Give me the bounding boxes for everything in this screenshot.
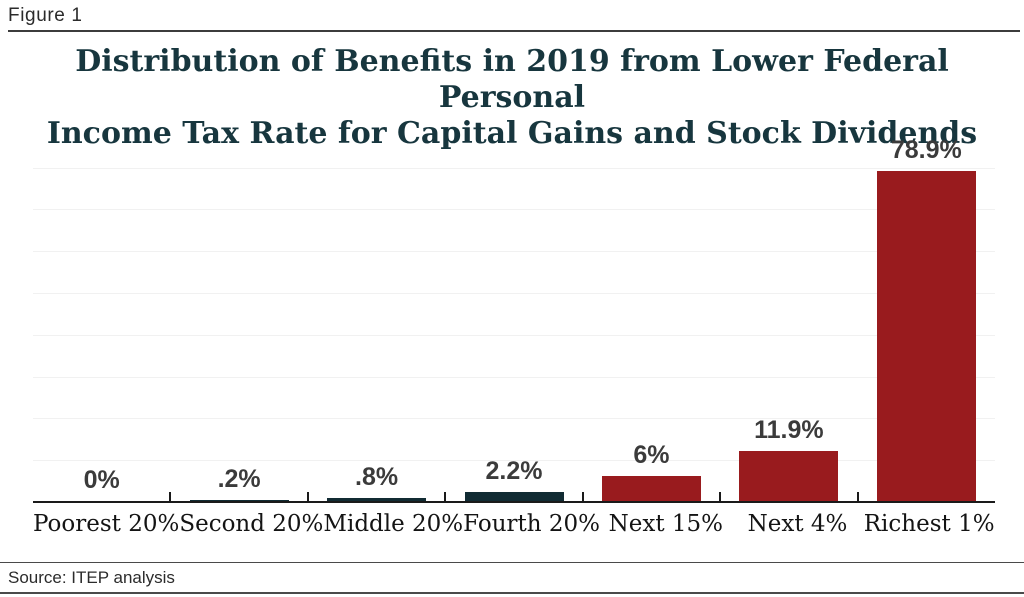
gridline-10pct [33, 460, 995, 462]
bar-chart-plot-area: 0% .2% .8% 2.2% 6% 11.9% 78.9% [33, 136, 995, 503]
x-axis-label-fourth-20: Fourth 20% [463, 511, 601, 537]
gridline-40pct [33, 334, 995, 336]
bottom-border [0, 592, 1024, 594]
bar-next-15 [601, 476, 701, 501]
gridline-30pct [33, 376, 995, 378]
bar-middle-20 [327, 498, 427, 501]
bar-richest-1 [876, 171, 976, 501]
x-axis-tick [719, 492, 722, 501]
gridline-70pct [33, 209, 995, 211]
bar-second-20 [189, 500, 289, 501]
bar-value-label-next-15: 6% [633, 441, 670, 469]
gridline-50pct [33, 293, 995, 294]
x-axis-label-richest-1: Richest 1% [863, 511, 995, 537]
figure-number-label: Figure 1 [8, 5, 83, 26]
bar-value-label-poorest-20: 0% [83, 466, 120, 494]
gridline-60pct [33, 251, 995, 253]
footer-divider [0, 562, 1024, 563]
x-axis-label-poorest-20: Poorest 20% [33, 511, 180, 537]
bar-value-label-second-20: .2% [217, 465, 261, 493]
x-axis-tick [581, 492, 584, 501]
source-text: Source: ITEP analysis [8, 568, 175, 587]
bar-next-4 [739, 451, 839, 501]
bar-value-label-middle-20: .8% [355, 463, 399, 491]
chart-title: Distribution of Benefits in 2019 from Lo… [0, 44, 1024, 152]
bar-value-label-next-4: 11.9% [754, 416, 824, 444]
chart-title-line1: Distribution of Benefits in 2019 from Lo… [75, 44, 949, 115]
bar-value-label-fourth-20: 2.2% [485, 457, 543, 485]
bar-fourth-20 [464, 492, 564, 501]
x-axis-label-next-4: Next 4% [747, 511, 848, 537]
x-axis-tick [169, 492, 172, 501]
chart-title-line2: Income Tax Rate for Capital Gains and St… [46, 116, 978, 151]
bar-value-label-richest-1: 78.9% [890, 136, 962, 164]
x-axis-category-labels: Poorest 20% Second 20% Middle 20% Fourth 20… [33, 511, 995, 537]
x-axis-tick [306, 492, 309, 501]
gridline-20pct [33, 418, 995, 420]
header-divider [8, 30, 1020, 32]
x-axis-label-second-20: Second 20% [179, 511, 324, 537]
x-axis-tick [444, 492, 447, 501]
x-axis-line [33, 501, 995, 503]
x-axis-label-middle-20: Middle 20% [323, 511, 464, 537]
gridline-80pct [33, 167, 995, 169]
x-axis-label-next-15: Next 15% [608, 511, 724, 537]
x-axis-tick [856, 492, 859, 501]
